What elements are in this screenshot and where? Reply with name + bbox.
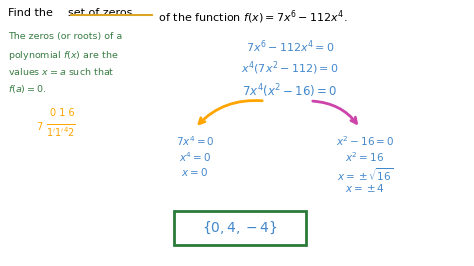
Text: values $x = a$ such that: values $x = a$ such that [8,66,114,77]
FancyBboxPatch shape [174,211,306,245]
Text: $7x^4 = 0$: $7x^4 = 0$ [176,134,214,148]
Text: set of zeros: set of zeros [68,8,132,18]
Text: $x^2 - 16 = 0$: $x^2 - 16 = 0$ [336,134,394,148]
Text: $\overline{1'1'^42}$: $\overline{1'1'^42}$ [46,122,76,139]
Text: $f(a) = 0$.: $f(a) = 0$. [8,83,46,95]
Text: $x = 0$: $x = 0$ [182,166,209,178]
Text: $x = \pm\sqrt{16}$: $x = \pm\sqrt{16}$ [337,166,393,183]
Text: $x = \pm 4$: $x = \pm 4$ [345,182,385,194]
Text: Find the: Find the [8,8,56,18]
Text: of the function $f(x) = 7x^6 - 112x^4$.: of the function $f(x) = 7x^6 - 112x^4$. [155,8,347,26]
Text: The zeros (or roots) of a: The zeros (or roots) of a [8,32,122,41]
Text: $x^4(7x^2 - 112) = 0$: $x^4(7x^2 - 112) = 0$ [241,59,339,77]
Text: 0 1 6: 0 1 6 [50,108,74,118]
Text: polynomial $f(x)$ are the: polynomial $f(x)$ are the [8,49,118,62]
Text: $7x^6 - 112x^4 = 0$: $7x^6 - 112x^4 = 0$ [246,38,334,55]
Text: $7x^4(x^2 - 16) = 0$: $7x^4(x^2 - 16) = 0$ [242,82,337,99]
Text: $x^4 = 0$: $x^4 = 0$ [179,150,211,164]
Text: $\{0, 4, -4\}$: $\{0, 4, -4\}$ [202,220,278,236]
Text: 7: 7 [36,122,42,132]
Text: $x^2 = 16$: $x^2 = 16$ [346,150,384,164]
